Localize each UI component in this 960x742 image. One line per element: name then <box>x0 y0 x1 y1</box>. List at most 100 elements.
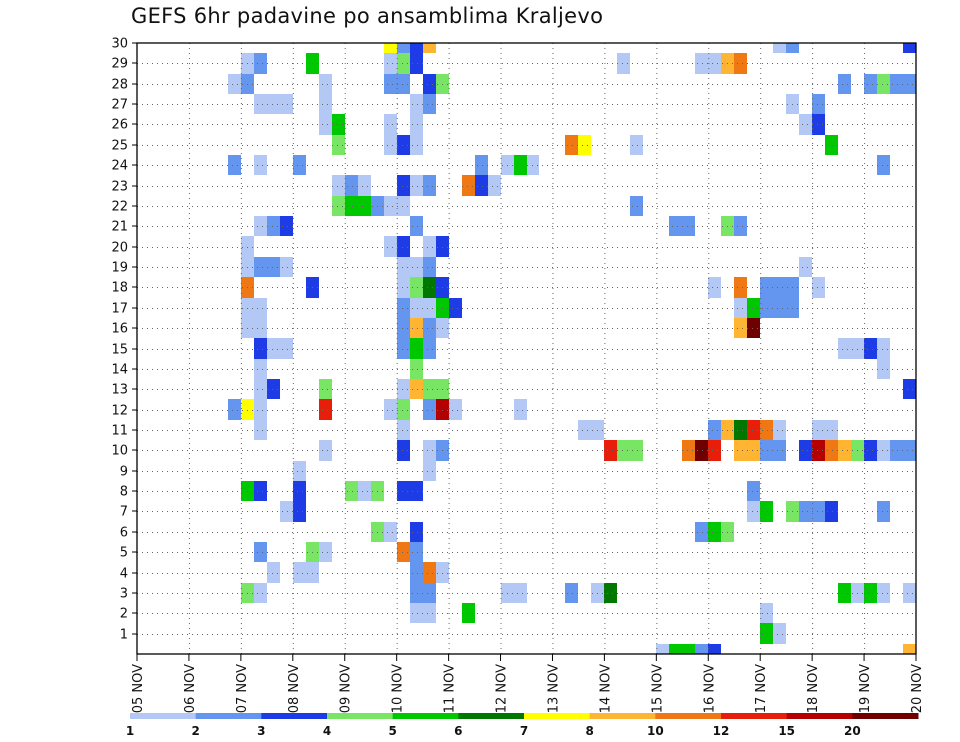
heatmap-cell <box>695 53 708 74</box>
heatmap-cell <box>410 43 423 53</box>
heatmap-cell <box>319 440 332 461</box>
heatmap-cell <box>877 583 890 603</box>
heatmap-cell <box>423 461 436 481</box>
heatmap-cell <box>708 644 721 654</box>
heatmap-cell <box>423 440 436 461</box>
heatmap-cell <box>760 298 773 318</box>
heatmap-cell <box>241 399 254 420</box>
heatmap-cell <box>436 562 449 583</box>
heatmap-cell <box>319 379 332 399</box>
heatmap-cell <box>423 277 436 298</box>
heatmap-cell <box>319 399 332 420</box>
heatmap-cell <box>747 298 760 318</box>
legend-color-segment <box>589 713 656 719</box>
heatmap-cell <box>760 277 773 298</box>
y-tick-label: 29 <box>111 57 128 72</box>
heatmap-cell <box>332 196 345 216</box>
heatmap-cell <box>825 501 838 522</box>
heatmap-cell <box>423 399 436 420</box>
heatmap-cell <box>812 420 825 440</box>
heatmap-cell <box>280 501 293 522</box>
heatmap-cell <box>682 216 695 236</box>
heatmap-cell <box>397 420 410 440</box>
heatmap-cell <box>695 522 708 542</box>
heatmap-cell <box>656 644 669 654</box>
heatmap-cell <box>604 440 617 461</box>
heatmap-cell <box>254 216 267 236</box>
legend-label: 1 <box>126 724 134 738</box>
heatmap-cell <box>708 420 721 440</box>
y-tick-label: 24 <box>111 159 128 174</box>
heatmap-cell <box>760 420 773 440</box>
y-tick-label: 16 <box>111 322 128 337</box>
heatmap-cell <box>812 277 825 298</box>
heatmap-cell <box>397 196 410 216</box>
y-tick-label: 21 <box>111 220 128 235</box>
heatmap-cell <box>358 481 371 501</box>
heatmap-cell <box>825 420 838 440</box>
heatmap-cell <box>475 175 488 196</box>
heatmap-cell <box>397 277 410 298</box>
heatmap-cell <box>345 175 358 196</box>
y-tick-label: 25 <box>111 139 128 154</box>
heatmap-cell <box>903 583 916 603</box>
heatmap-cell <box>241 236 254 257</box>
heatmap-cell <box>397 135 410 155</box>
heatmap-cell <box>410 175 423 196</box>
y-tick-label: 12 <box>111 404 128 419</box>
heatmap-cell <box>734 216 747 236</box>
heatmap-cell <box>514 583 527 603</box>
heatmap-cell <box>397 257 410 277</box>
heatmap-cell <box>747 318 760 338</box>
heatmap-cell <box>254 338 267 359</box>
heatmap-cell <box>708 440 721 461</box>
heatmap-cell <box>423 43 436 53</box>
legend-color-segment <box>524 713 591 719</box>
legend-color-segment <box>261 713 328 719</box>
heatmap-cell <box>423 562 436 583</box>
y-tick-label: 26 <box>111 118 128 133</box>
heatmap-cell <box>734 298 747 318</box>
heatmap-cell <box>410 94 423 114</box>
heatmap-cell <box>410 359 423 379</box>
heatmap-cell <box>630 135 643 155</box>
y-tick-label: 13 <box>111 383 128 398</box>
heatmap-cell <box>449 298 462 318</box>
heatmap-cell <box>280 257 293 277</box>
heatmap-cell <box>514 399 527 420</box>
heatmap-cell <box>760 440 773 461</box>
y-tick-label: 22 <box>111 200 128 215</box>
y-tick-label: 27 <box>111 98 128 113</box>
y-tick-label: 20 <box>111 241 128 256</box>
heatmap-cell <box>358 175 371 196</box>
heatmap-cell <box>838 338 851 359</box>
heatmap-cell <box>410 542 423 562</box>
heatmap-cell <box>799 257 812 277</box>
x-tick-label: 05 NOV <box>131 664 146 713</box>
heatmap-cell <box>708 277 721 298</box>
heatmap-cell <box>397 399 410 420</box>
heatmap-cell <box>332 114 345 135</box>
legend-label: 20 <box>844 724 861 738</box>
x-tick-label: 16 NOV <box>702 664 717 713</box>
y-tick-label: 2 <box>120 607 128 622</box>
heatmap-cell <box>228 155 241 175</box>
heatmap-cell <box>773 277 786 298</box>
heatmap-cell <box>397 440 410 461</box>
heatmap-cell <box>267 94 280 114</box>
heatmap-cell <box>397 236 410 257</box>
heatmap-cell <box>786 43 799 53</box>
heatmap-cell <box>903 644 916 654</box>
x-tick-label: 06 NOV <box>183 664 198 713</box>
heatmap-cell <box>410 298 423 318</box>
heatmap-cell <box>254 257 267 277</box>
heatmap-cell <box>812 501 825 522</box>
heatmap-cell <box>877 440 890 461</box>
heatmap-cell <box>397 481 410 501</box>
heatmap-cell <box>410 603 423 623</box>
heatmap-cell <box>410 379 423 399</box>
heatmap-cell <box>397 43 410 53</box>
heatmap-cell <box>384 522 397 542</box>
heatmap-cell <box>604 583 617 603</box>
heatmap-cell <box>630 196 643 216</box>
